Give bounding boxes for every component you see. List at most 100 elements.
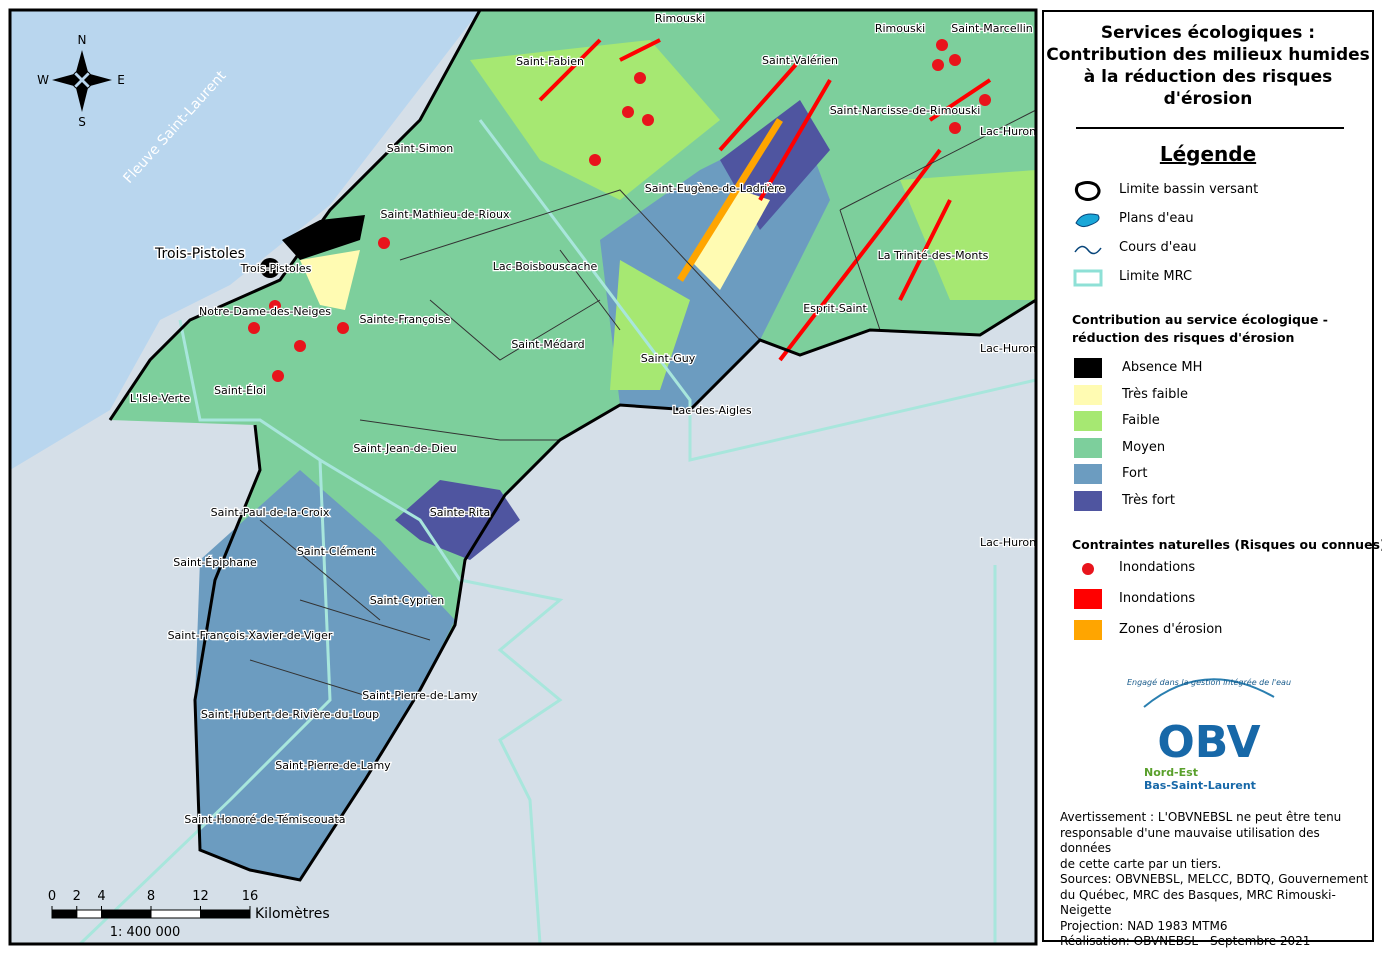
note-line: responsable d'une mauvaise utilisation d… <box>1060 825 1320 856</box>
scale-ratio: 1: 400 000 <box>110 925 181 940</box>
constraints-title: Contraintes naturelles (Risques ou connu… <box>1072 537 1382 552</box>
place-label: Saint-Simon <box>387 142 454 155</box>
zone-fort <box>195 470 455 880</box>
zone-faible <box>900 170 1036 300</box>
river <box>10 10 480 470</box>
legend-label: Limite bassin versant <box>1119 182 1259 197</box>
legend-symbol <box>1074 245 1102 255</box>
note-line: de cette carte par un tiers. <box>1060 856 1222 871</box>
place-label: Lac-Boisbouscache <box>493 260 598 273</box>
scale-tick-label: 4 <box>97 889 105 904</box>
legend-label: Plans d'eau <box>1119 211 1194 226</box>
legend-panel: Services écologiques : Contribution des m… <box>1042 10 1382 948</box>
legend-symbol <box>1074 181 1101 201</box>
place-label: Notre-Dame-des-Neiges <box>199 305 331 318</box>
logo-arc <box>1143 678 1275 708</box>
title-line: à la réduction des risques <box>1083 67 1333 87</box>
place-label: Saint-Éloi <box>214 384 266 397</box>
place-label: Esprit-Saint <box>803 302 867 315</box>
city-label: Trois-Pistoles <box>154 246 245 262</box>
scale-tick-label: 12 <box>192 889 209 904</box>
erosion-zone <box>677 118 783 282</box>
place-label: Sainte-Françoise <box>360 313 451 326</box>
class-swatch <box>1074 490 1102 511</box>
title-line: Contribution des milieux humides <box>1046 45 1370 65</box>
compass-s: S <box>78 115 86 129</box>
legend-section: réduction des risques d'érosion <box>1072 330 1295 345</box>
class-label: Très faible <box>1122 386 1189 402</box>
constraint-label: Inondations <box>1119 560 1196 575</box>
scale-tick-label: 0 <box>48 889 56 904</box>
class-swatch <box>1074 437 1102 458</box>
place-label: Saint-Guy <box>641 352 696 365</box>
legend-label: Limite MRC <box>1119 269 1193 284</box>
constraint-label: Inondations <box>1119 591 1196 606</box>
class-swatch <box>1074 411 1102 431</box>
legend-symbol <box>1082 563 1094 575</box>
place-label: La Trinité-des-Monts <box>878 249 989 262</box>
class-swatch <box>1074 358 1102 378</box>
zone-tres-faible <box>300 250 360 310</box>
watershed-limit <box>108 9 1037 882</box>
labels: Rimouski Rimouski Saint-Marcellin Saint-Fab… <box>129 11 1038 828</box>
logo-line2: Bas-Saint-Laurent <box>1144 779 1256 792</box>
compass-n: N <box>78 33 87 47</box>
legend-section: Contribution au service écologique - <box>1072 312 1328 327</box>
place-label: Saint-Fabien <box>516 55 584 68</box>
class-label: Très fort <box>1122 492 1175 508</box>
place-label: Saint-Médard <box>511 338 584 351</box>
title-line: d'érosion <box>1163 89 1253 109</box>
place-label: Lac-Huron <box>980 536 1036 549</box>
map: Rimouski Rimouski Saint-Marcellin Saint-Fab… <box>8 8 1038 946</box>
zone-tres-faible <box>690 190 770 290</box>
place-label: Lac-des-Aigles <box>672 404 751 417</box>
scale-unit: Kilomètres <box>255 906 330 922</box>
scale-segment <box>150 909 201 919</box>
place-label: Saint-Épiphane <box>173 556 257 569</box>
scale-segment <box>101 909 152 919</box>
scale-tick-label: 16 <box>242 889 259 904</box>
place-label: Saint-Pierre-de-Lamy <box>275 759 391 772</box>
place-label: Saint-Clément <box>297 545 376 558</box>
logo-line1: Nord-Est <box>1144 766 1198 779</box>
legend-label: Cours d'eau <box>1119 240 1197 255</box>
place-label: Saint-Honoré-de-Témiscouata <box>184 813 345 826</box>
constraint-label: Zones d'érosion <box>1119 622 1223 637</box>
place-label: Rimouski <box>875 22 925 35</box>
compass-e: E <box>117 73 125 87</box>
class-swatch <box>1074 464 1102 484</box>
place-label: Saint-Paul-de-la-Croix <box>211 506 330 519</box>
note-line: Avertissement : L'OBVNEBSL ne peut être … <box>1060 810 1342 824</box>
compass: N S E W <box>37 33 125 129</box>
class-label: Faible <box>1122 413 1160 428</box>
place-label: Trois-Pistoles <box>240 262 312 275</box>
mrc-limits <box>78 119 1037 946</box>
place-label: Saint-Hubert-de-Rivière-du-Loup <box>201 708 379 721</box>
place-label: Saint-François-Xavier-de-Viger <box>168 629 333 642</box>
note-line: Projection: NAD 1983 MTM6 <box>1060 918 1228 933</box>
note-line: du Québec, MRC des Basques, MRC Rimouski… <box>1060 887 1336 918</box>
place-label: Saint-Marcellin <box>951 22 1033 35</box>
scale-segment <box>76 909 102 919</box>
title-line: Services écologiques : <box>1100 23 1316 43</box>
place-label: Saint-Narcisse-de-Rimouski <box>830 104 981 117</box>
flood-points <box>248 39 991 382</box>
place-label: Saint-Jean-de-Dieu <box>353 442 456 455</box>
zone-faible <box>470 40 720 200</box>
place-label: Lac-Huron <box>980 125 1036 138</box>
place-label: L'Isle-Verte <box>130 392 191 405</box>
place-label: Saint-Pierre-de-Lamy <box>362 689 478 702</box>
logo-slogan: Engagé dans la gestion intégrée de l'eau <box>1127 677 1291 687</box>
notes: Avertissement : L'OBVNEBSL ne peut être … <box>1060 810 1372 950</box>
place-label: Saint-Mathieu-de-Rioux <box>381 208 510 221</box>
zone-faible <box>610 260 690 390</box>
title: Services écologiques : Contribution des m… <box>1044 22 1372 110</box>
scale-segment <box>200 909 251 919</box>
class-swatch <box>1074 384 1102 405</box>
place-label: Lac-Huron <box>980 342 1036 355</box>
class-label: Fort <box>1122 466 1148 481</box>
place-label: Rimouski <box>655 12 705 25</box>
place-label: Sainte-Rita <box>430 506 491 519</box>
flood-lines <box>538 38 992 362</box>
divider <box>1076 127 1344 129</box>
